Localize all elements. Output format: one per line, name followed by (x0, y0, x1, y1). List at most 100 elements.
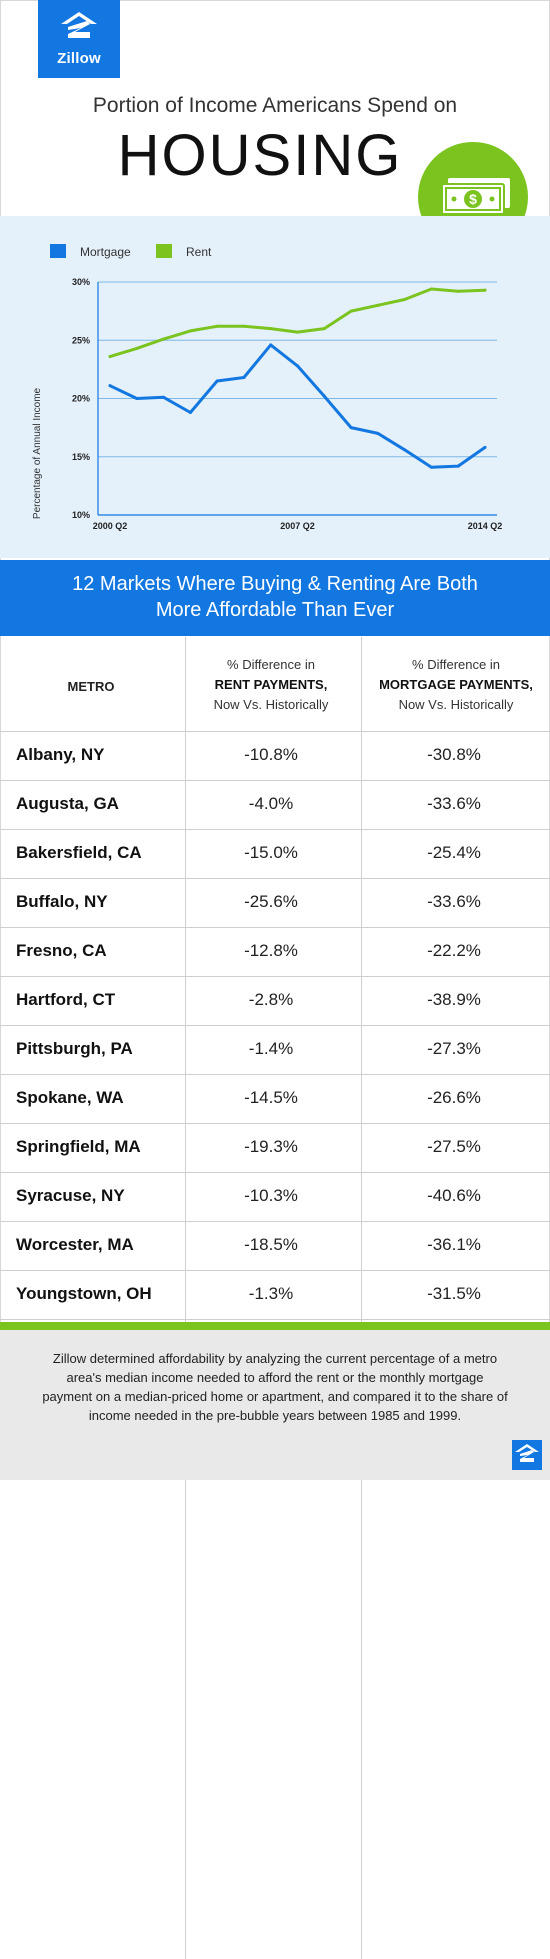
rent-cell: -10.3% (244, 1186, 298, 1205)
mortgage-cell: -31.5% (427, 1284, 481, 1303)
mortgage-cell: -26.6% (427, 1088, 481, 1107)
data-point-mortgage (108, 384, 112, 388)
mortgage-header: % Difference in MORTGAGE PAYMENTS, Now V… (362, 655, 550, 715)
metro-header: METRO (67, 679, 115, 694)
metro-cell: Springfield, MA (16, 1137, 141, 1156)
data-point-mortgage (188, 410, 192, 414)
metro-cell: Syracuse, NY (16, 1186, 125, 1205)
metro-cell: Pittsburgh, PA (16, 1039, 133, 1058)
rent-cell: -4.0% (248, 794, 294, 813)
metro-cell: Worcester, MA (16, 1235, 134, 1254)
table-row: Syracuse, NY -10.3% -40.6% (0, 1173, 550, 1222)
data-point-mortgage (429, 465, 433, 469)
data-point-rent (429, 287, 433, 291)
data-point-rent (269, 327, 273, 331)
footer-text: Zillow determined affordability by analy… (42, 1351, 508, 1423)
data-point-rent (456, 289, 460, 293)
table-row: Worcester, MA -18.5% -36.1% (0, 1222, 550, 1271)
x-tick-label: 2014 Q2 (468, 521, 503, 531)
rent-cell: -1.3% (248, 1284, 294, 1303)
y-tick-label: 20% (72, 394, 90, 404)
line-chart: 30% 25% 20% 15% 10% Percentage of Annual Inco… (32, 244, 503, 531)
rent-cell: -10.8% (244, 745, 298, 764)
mortgage-cell: -27.3% (427, 1039, 481, 1058)
metro-cell: Augusta, GA (16, 794, 119, 813)
y-tick-label: 15% (72, 452, 90, 462)
green-divider (0, 1322, 550, 1330)
mortgage-header-line-3: Now Vs. Historically (398, 697, 514, 712)
y-tick-label: 30% (72, 277, 90, 287)
table-body: Albany, NY -10.8% -30.8% Augusta, GA -4.0% -3… (0, 732, 550, 1320)
metro-cell: Fresno, CA (16, 941, 107, 960)
rent-cell: -25.6% (244, 892, 298, 911)
data-point-rent (322, 327, 326, 331)
zillow-house-icon (515, 1444, 539, 1462)
mortgage-header-line-1: % Difference in (412, 657, 500, 672)
rent-header: % Difference in RENT PAYMENTS, Now Vs. H… (186, 655, 356, 715)
metro-cell: Albany, NY (16, 745, 105, 764)
data-point-mortgage (135, 397, 139, 400)
table-header: METRO % Difference in RENT PAYMENTS, Now… (0, 637, 550, 732)
table-row: Hartford, CT -2.8% -38.9% (0, 977, 550, 1026)
banner-line-1: 12 Markets Where Buying & Renting Are Bo… (72, 573, 478, 595)
data-point-mortgage (483, 445, 487, 449)
rent-header-line-3: Now Vs. Historically (213, 697, 329, 712)
rent-cell: -14.5% (244, 1088, 298, 1107)
x-tick-label: 2007 Q2 (280, 521, 315, 531)
mortgage-cell: -25.4% (427, 843, 481, 862)
mortgage-cell: -33.6% (427, 892, 481, 911)
series-line-mortgage (108, 343, 487, 469)
mortgage-cell: -38.9% (427, 990, 481, 1009)
table-row: Buffalo, NY -25.6% -33.6% (0, 879, 550, 928)
metro-cell: Buffalo, NY (16, 892, 108, 911)
data-point-mortgage (349, 426, 353, 430)
table-row: Pittsburgh, PA -1.4% -27.3% (0, 1026, 550, 1075)
logo-text: Zillow (57, 50, 101, 67)
page-subtitle: Portion of Income Americans Spend on (92, 94, 458, 117)
table-row: Youngstown, OH -1.3% -31.5% (0, 1271, 550, 1320)
legend-swatch-mortgage (50, 244, 66, 258)
mortgage-cell: -36.1% (427, 1235, 481, 1254)
column-divider (185, 637, 186, 1959)
table-row: Fresno, CA -12.8% -22.2% (0, 928, 550, 977)
rent-cell: -2.8% (248, 990, 294, 1009)
mortgage-cell: -33.6% (427, 794, 481, 813)
chart-panel: 30% 25% 20% 15% 10% Percentage of Annual Inco… (0, 216, 550, 558)
footer-note: Zillow determined affordability by analy… (0, 1330, 550, 1480)
table-row: Spokane, WA -14.5% -26.6% (0, 1075, 550, 1124)
data-point-rent (376, 303, 380, 307)
mortgage-cell: -22.2% (427, 941, 481, 960)
table-row: Augusta, GA -4.0% -33.6% (0, 781, 550, 830)
page-title: HOUSING (117, 123, 403, 188)
rent-cell: -1.4% (248, 1039, 294, 1058)
legend-label-mortgage: Mortgage (80, 245, 131, 259)
rent-cell: -19.3% (244, 1137, 298, 1156)
table-row: Springfield, MA -19.3% -27.5% (0, 1124, 550, 1173)
data-point-mortgage (322, 394, 326, 398)
rent-header-line-2: RENT PAYMENTS, (214, 677, 328, 692)
zillow-house-icon (61, 12, 97, 38)
legend-swatch-rent (156, 244, 172, 258)
x-tick-label: 2000 Q2 (93, 521, 128, 531)
rent-cell: -12.8% (244, 941, 298, 960)
rent-cell: -18.5% (244, 1235, 298, 1254)
metro-cell: Youngstown, OH (16, 1284, 152, 1303)
data-point-rent (483, 288, 487, 292)
data-point-rent (215, 324, 219, 328)
data-point-mortgage (376, 431, 380, 435)
markets-table: METRO % Difference in RENT PAYMENTS, Now… (0, 637, 550, 1959)
rent-cell: -15.0% (244, 843, 298, 862)
zillow-logo-icon[interactable] (512, 1440, 542, 1470)
banner-line-2: More Affordable Than Ever (155, 599, 395, 621)
metro-cell: Bakersfield, CA (16, 843, 142, 862)
y-tick-label: 10% (72, 510, 90, 520)
data-point-rent (162, 337, 166, 341)
legend-label-rent: Rent (186, 245, 212, 259)
y-tick-label: 25% (72, 335, 90, 345)
column-divider (361, 637, 362, 1959)
series-line-rent (108, 287, 487, 359)
data-point-rent (135, 346, 139, 350)
mortgage-cell: -27.5% (427, 1137, 481, 1156)
zillow-logo[interactable]: Zillow (38, 0, 120, 78)
mortgage-cell: -40.6% (427, 1186, 481, 1205)
